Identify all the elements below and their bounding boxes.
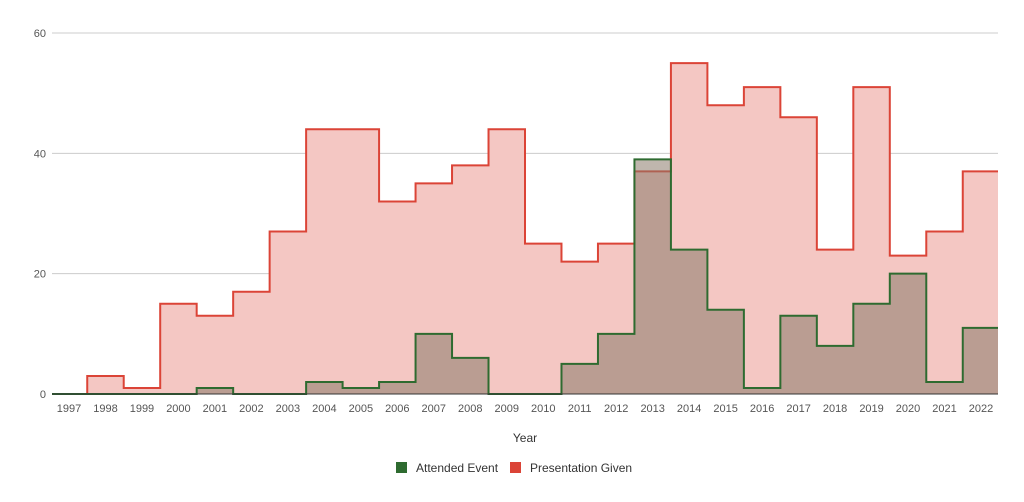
legend-label-attended-event: Attended Event (416, 461, 499, 475)
legend-swatch-attended-event (396, 462, 407, 473)
y-tick-label-20: 20 (34, 269, 46, 281)
x-axis-title: Year (513, 431, 537, 445)
y-tick-label-40: 40 (34, 148, 46, 160)
x-tick-label-2005: 2005 (349, 403, 373, 415)
series-line-presentation-given (52, 62, 998, 395)
x-tick-label-2013: 2013 (640, 403, 664, 415)
x-tick-label-2017: 2017 (786, 403, 810, 415)
x-tick-label-2009: 2009 (495, 403, 519, 415)
x-axis-ticks: 1997 1998 1999 2000 2001 2002 2003 2004 2005 2006… (57, 403, 993, 415)
x-tick-label-1998: 1998 (93, 403, 117, 415)
x-tick-label-2019: 2019 (859, 403, 883, 415)
x-tick-label-2006: 2006 (385, 403, 409, 415)
legend-label-presentation-given: Presentation Given (530, 461, 632, 475)
x-tick-label-2011: 2011 (568, 403, 592, 415)
x-tick-label-2007: 2007 (422, 403, 446, 415)
x-tick-label-2008: 2008 (458, 403, 482, 415)
x-tick-label-2004: 2004 (312, 403, 336, 415)
x-tick-label-1997: 1997 (57, 403, 81, 415)
y-axis-ticks: 0 20 40 60 (34, 28, 46, 401)
x-tick-label-2018: 2018 (823, 403, 847, 415)
x-tick-label-2010: 2010 (531, 403, 555, 415)
y-tick-label-60: 60 (34, 28, 46, 40)
x-tick-label-2003: 2003 (276, 403, 300, 415)
series-area-attended-event (52, 159, 998, 394)
legend: Attended Event Presentation Given (396, 461, 632, 475)
x-tick-label-2015: 2015 (713, 403, 737, 415)
x-tick-label-2020: 2020 (896, 403, 920, 415)
series-layer (52, 62, 998, 395)
x-tick-label-2016: 2016 (750, 403, 774, 415)
x-tick-label-2022: 2022 (969, 403, 993, 415)
x-tick-label-2002: 2002 (239, 403, 263, 415)
x-tick-label-2021: 2021 (932, 403, 956, 415)
legend-swatch-presentation-given (510, 462, 521, 473)
x-tick-label-1999: 1999 (130, 403, 154, 415)
x-tick-label-2014: 2014 (677, 403, 701, 415)
x-tick-label-2001: 2001 (203, 403, 227, 415)
x-tick-label-2012: 2012 (604, 403, 628, 415)
x-tick-label-2000: 2000 (166, 403, 190, 415)
y-tick-label-0: 0 (40, 389, 46, 401)
